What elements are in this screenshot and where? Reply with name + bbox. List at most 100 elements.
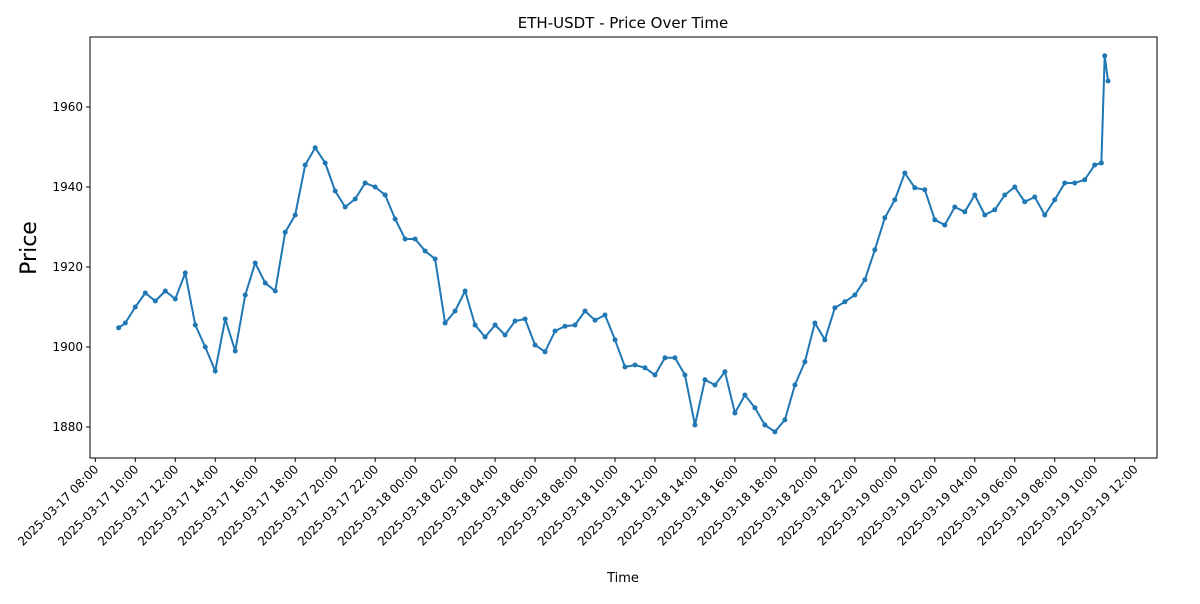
price-point — [292, 212, 298, 218]
price-point — [392, 216, 398, 222]
price-point — [362, 180, 368, 186]
price-point — [842, 299, 848, 305]
price-point — [342, 204, 348, 210]
price-point — [852, 292, 858, 298]
price-point — [802, 359, 808, 365]
y-tick-label: 1920 — [52, 260, 83, 274]
price-point — [992, 207, 998, 213]
price-point — [1072, 180, 1078, 186]
price-point — [492, 322, 498, 328]
price-point — [832, 305, 838, 311]
price-point — [682, 372, 688, 378]
price-point — [742, 392, 748, 398]
y-axis-label: Price — [17, 221, 42, 275]
price-point — [812, 320, 818, 326]
price-point — [972, 192, 978, 198]
price-point — [822, 337, 828, 343]
price-point — [572, 322, 578, 328]
price-point — [402, 236, 408, 242]
price-point — [522, 316, 528, 322]
price-point — [1042, 212, 1048, 218]
price-point — [222, 316, 228, 322]
price-point — [882, 215, 888, 221]
price-point — [922, 187, 928, 193]
price-point — [1032, 194, 1038, 200]
price-point — [472, 322, 478, 328]
price-point — [562, 323, 568, 329]
chart-title: ETH-USDT - Price Over Time — [518, 14, 728, 32]
price-point — [892, 197, 898, 203]
price-point — [1062, 180, 1068, 186]
price-point — [872, 247, 878, 253]
y-tick-label: 1960 — [52, 100, 83, 114]
price-point — [212, 368, 218, 374]
price-point — [202, 344, 208, 350]
price-point — [632, 362, 638, 368]
price-point — [1102, 53, 1108, 59]
price-point — [1098, 160, 1104, 166]
price-point — [912, 185, 918, 191]
price-point — [642, 365, 648, 371]
price-point — [1092, 162, 1098, 168]
price-point — [352, 196, 358, 202]
price-point — [262, 280, 268, 286]
price-point — [162, 288, 168, 294]
price-point — [422, 248, 428, 254]
price-point — [372, 184, 378, 190]
price-point — [612, 337, 618, 343]
price-point — [172, 296, 178, 302]
price-point — [602, 312, 608, 318]
price-point — [712, 382, 718, 388]
price-point — [1105, 78, 1111, 84]
price-point — [862, 277, 868, 283]
price-point — [272, 288, 278, 294]
price-point — [652, 372, 658, 378]
price-point — [942, 222, 948, 228]
price-point — [462, 288, 468, 294]
price-point — [722, 369, 728, 375]
price-point — [762, 422, 768, 428]
price-point — [512, 318, 518, 324]
price-point — [552, 328, 558, 334]
price-point — [1082, 177, 1088, 183]
price-point — [192, 322, 198, 328]
price-point — [782, 417, 788, 423]
price-point — [142, 290, 148, 296]
price-point — [122, 320, 128, 326]
price-point — [322, 160, 328, 166]
price-point — [282, 229, 288, 235]
price-point — [182, 270, 188, 276]
plot-frame — [89, 36, 1158, 459]
price-point — [752, 405, 758, 411]
price-point — [902, 170, 908, 176]
price-point — [302, 162, 308, 168]
price-point — [1052, 197, 1058, 203]
price-point — [252, 260, 258, 266]
price-point — [542, 349, 548, 355]
price-point — [332, 188, 338, 194]
y-tick-label: 1900 — [52, 340, 83, 354]
y-tick-label: 1940 — [52, 180, 83, 194]
price-point — [502, 332, 508, 338]
price-point — [982, 212, 988, 218]
price-point — [962, 209, 968, 215]
price-point — [452, 308, 458, 314]
price-point — [672, 355, 678, 361]
price-point — [592, 317, 598, 323]
price-point — [1022, 199, 1028, 205]
price-point — [732, 410, 738, 416]
price-point — [132, 304, 138, 310]
price-point — [932, 217, 938, 223]
price-point — [482, 334, 488, 340]
price-point — [662, 355, 668, 361]
price-point — [582, 308, 588, 314]
price-point — [152, 298, 158, 304]
price-point — [702, 377, 708, 383]
price-point — [1002, 192, 1008, 198]
price-point — [382, 192, 388, 198]
price-point — [692, 422, 698, 428]
price-point — [952, 204, 958, 210]
price-point — [412, 236, 418, 242]
price-point — [772, 429, 778, 435]
